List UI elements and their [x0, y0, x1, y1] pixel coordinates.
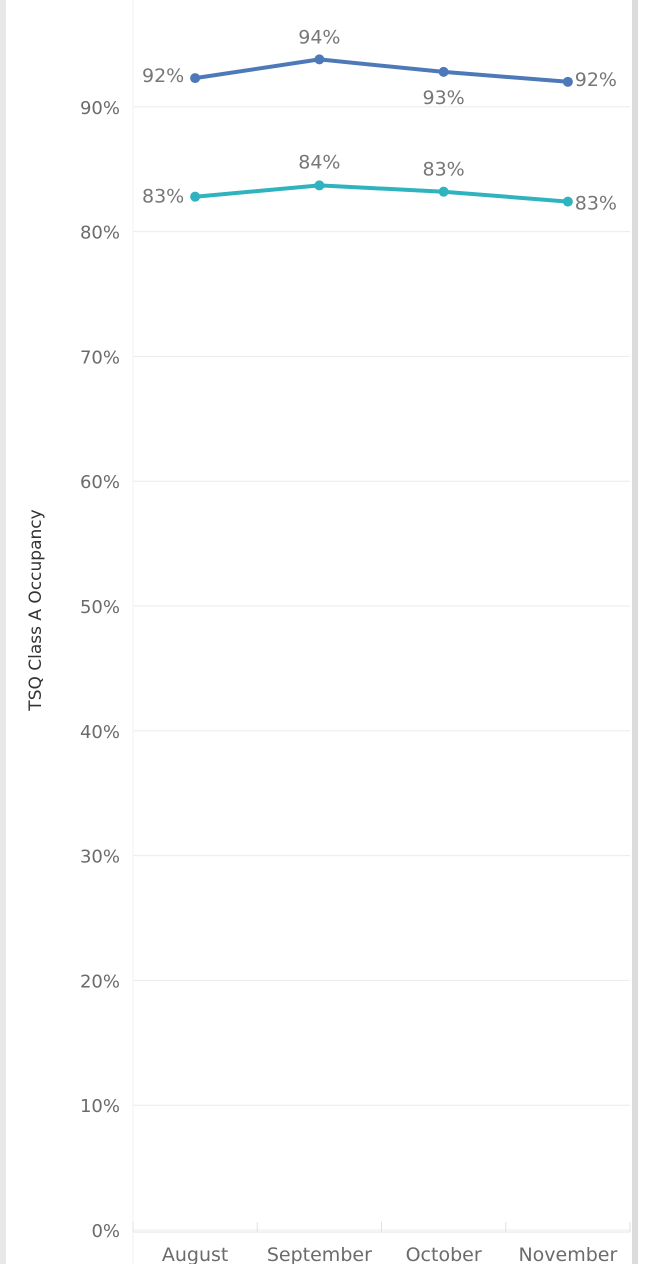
left-border — [0, 0, 6, 1264]
x-tick-label: September — [267, 1244, 372, 1264]
y-tick-label: 40% — [80, 722, 120, 743]
data-label: 83% — [575, 193, 617, 215]
x-tick-label: October — [406, 1244, 482, 1264]
series-line — [193, 183, 570, 204]
data-label: 94% — [298, 26, 340, 48]
y-tick-label: 10% — [80, 1096, 120, 1117]
data-point[interactable] — [190, 73, 201, 84]
data-point[interactable] — [190, 191, 201, 202]
y-tick-label: 20% — [80, 971, 120, 992]
data-label: 93% — [423, 87, 465, 109]
data-point[interactable] — [562, 76, 573, 87]
y-tick-label: 50% — [80, 597, 120, 618]
series — [190, 54, 573, 207]
data-point[interactable] — [438, 66, 449, 77]
data-label: 83% — [142, 186, 184, 208]
gridlines — [133, 106, 630, 1231]
y-tick-label: 30% — [80, 847, 120, 868]
data-label: 92% — [142, 65, 184, 87]
y-tick-label: 0% — [91, 1221, 120, 1242]
axes: 0% 10% 20% 30% 40% 50% 60% 70% 80% 90% August Septe… — [80, 0, 631, 1264]
y-tick-label: 80% — [80, 223, 120, 244]
data-point[interactable] — [562, 196, 573, 207]
data-point[interactable] — [314, 54, 325, 65]
data-point[interactable] — [438, 186, 449, 197]
data-label: 92% — [575, 69, 617, 91]
right-scrollbar-track — [632, 0, 638, 1264]
data-labels: 92% 94% 93% 92% 83% 84% 83% 83% — [142, 26, 617, 214]
series-line — [193, 57, 570, 84]
x-tick-label: August — [162, 1244, 229, 1264]
y-tick-label: 60% — [80, 472, 120, 493]
data-label: 84% — [298, 151, 340, 173]
x-tick-label: November — [518, 1244, 617, 1264]
data-point[interactable] — [314, 180, 325, 191]
y-tick-label: 90% — [80, 98, 120, 119]
data-label: 83% — [423, 159, 465, 181]
y-tick-label: 70% — [80, 347, 120, 368]
